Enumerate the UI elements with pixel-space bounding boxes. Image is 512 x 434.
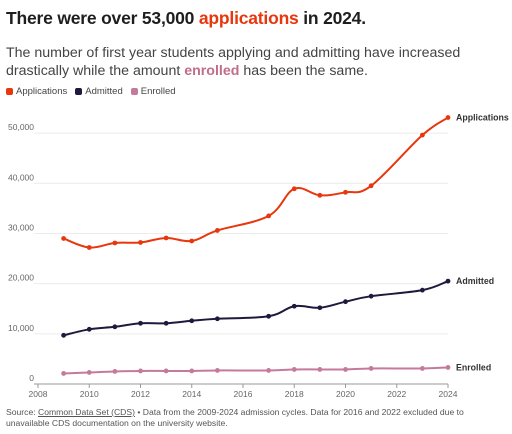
- data-point-enrolled: [343, 367, 348, 372]
- data-point-applications: [61, 236, 67, 241]
- data-point-enrolled: [445, 365, 451, 370]
- legend-label-enrolled: Enrolled: [140, 86, 176, 97]
- data-point-applications: [138, 240, 143, 245]
- data-point-admitted: [214, 316, 220, 322]
- legend-label-applications: Applications: [16, 86, 68, 97]
- source-rest: • Data from the 2009-2024 admission cycl…: [6, 407, 464, 428]
- data-point-applications: [189, 238, 195, 244]
- y-tick-label: 0: [29, 373, 34, 383]
- title-pre: There were over 53,000: [6, 8, 199, 28]
- data-point-enrolled: [112, 369, 118, 374]
- data-point-enrolled: [291, 367, 297, 372]
- chart-grid: [34, 132, 448, 385]
- data-point-applications: [343, 189, 348, 195]
- series-end-label-admitted: Admitted: [456, 276, 494, 286]
- data-point-admitted: [317, 305, 323, 311]
- y-tick-label: 50,000: [8, 122, 34, 132]
- y-tick-label: 10,000: [8, 323, 34, 333]
- data-point-enrolled: [86, 370, 92, 375]
- x-tick-label: 2014: [182, 389, 201, 399]
- series-line-admitted: [63, 280, 449, 337]
- page-title: There were over 53,000 applications in 2…: [6, 8, 366, 29]
- legend-swatch-applications: [6, 88, 13, 95]
- page-subtitle: The number of first year students applyi…: [6, 44, 506, 80]
- data-point-admitted: [368, 293, 374, 299]
- data-point-applications: [368, 183, 374, 189]
- x-tick-label: 2024: [439, 389, 458, 399]
- series-line-applications: [63, 116, 449, 249]
- legend-label-admitted: Admitted: [85, 86, 123, 97]
- data-point-applications: [214, 228, 220, 233]
- series-end-label-enrolled: Enrolled: [456, 362, 491, 372]
- data-point-applications: [317, 192, 323, 198]
- data-point-enrolled: [419, 366, 425, 371]
- source-link[interactable]: Common Data Set (CDS): [38, 407, 135, 417]
- data-point-applications: [419, 132, 425, 138]
- x-tick-label: 2018: [285, 389, 304, 399]
- data-point-applications: [445, 115, 451, 120]
- data-point-admitted: [266, 313, 272, 319]
- data-point-enrolled: [163, 368, 169, 374]
- data-point-enrolled: [189, 368, 195, 374]
- series-line-enrolled: [63, 366, 449, 375]
- x-tick-label: 2010: [80, 389, 99, 399]
- source-prefix: Source:: [6, 407, 39, 417]
- x-tick-label: 2016: [234, 389, 253, 399]
- y-tick-label: 40,000: [8, 172, 34, 182]
- x-tick-label: 2022: [387, 389, 406, 399]
- legend-item-admitted: Admitted: [75, 86, 123, 97]
- title-highlight: applications: [198, 8, 299, 28]
- chart-axes: 0 10,000 20,000 30,000 40,000 50,000 2008 2010 2…: [8, 122, 458, 399]
- chart-lines: [63, 116, 449, 375]
- data-point-enrolled: [266, 368, 272, 373]
- legend-swatch-admitted: [75, 88, 83, 95]
- data-point-enrolled: [61, 371, 67, 376]
- y-tick-label: 30,000: [8, 222, 34, 232]
- chart-legend: Applications Admitted Enrolled: [6, 86, 176, 97]
- data-point-applications: [291, 186, 297, 192]
- data-point-admitted: [86, 326, 92, 332]
- series-end-label-applications: Applications: [456, 113, 509, 123]
- y-tick-label: 20,000: [8, 273, 34, 283]
- data-point-applications: [112, 240, 118, 246]
- legend-swatch-enrolled: [130, 88, 138, 95]
- legend-item-applications: Applications: [6, 86, 67, 97]
- source-note: Source: Common Data Set (CDS) • Data fro…: [6, 407, 506, 429]
- x-tick-label: 2008: [29, 389, 48, 399]
- data-point-admitted: [291, 303, 297, 309]
- chart-points: [61, 115, 451, 376]
- data-point-admitted: [445, 278, 451, 284]
- data-point-applications: [163, 235, 169, 241]
- chart-series-labels: Applications Admitted Enrolled: [456, 113, 509, 373]
- data-point-applications: [86, 245, 92, 250]
- data-point-enrolled: [138, 368, 143, 374]
- data-point-admitted: [419, 287, 425, 293]
- subtitle-pre: The number of first year students applyi…: [6, 45, 461, 79]
- data-point-admitted: [112, 324, 118, 330]
- data-point-enrolled: [317, 367, 323, 372]
- data-point-admitted: [343, 299, 348, 305]
- subtitle-post: has been the same.: [239, 63, 368, 79]
- x-tick-label: 2012: [131, 389, 150, 399]
- data-point-enrolled: [368, 366, 374, 371]
- data-point-applications: [266, 213, 272, 219]
- x-tick-label: 2020: [336, 389, 355, 399]
- title-post: in 2024.: [298, 8, 366, 28]
- legend-item-enrolled: Enrolled: [130, 86, 176, 97]
- data-point-admitted: [61, 332, 67, 338]
- data-point-enrolled: [214, 368, 220, 373]
- data-point-admitted: [189, 318, 195, 324]
- data-point-admitted: [138, 320, 143, 326]
- subtitle-highlight: enrolled: [184, 63, 240, 79]
- data-point-admitted: [163, 320, 169, 326]
